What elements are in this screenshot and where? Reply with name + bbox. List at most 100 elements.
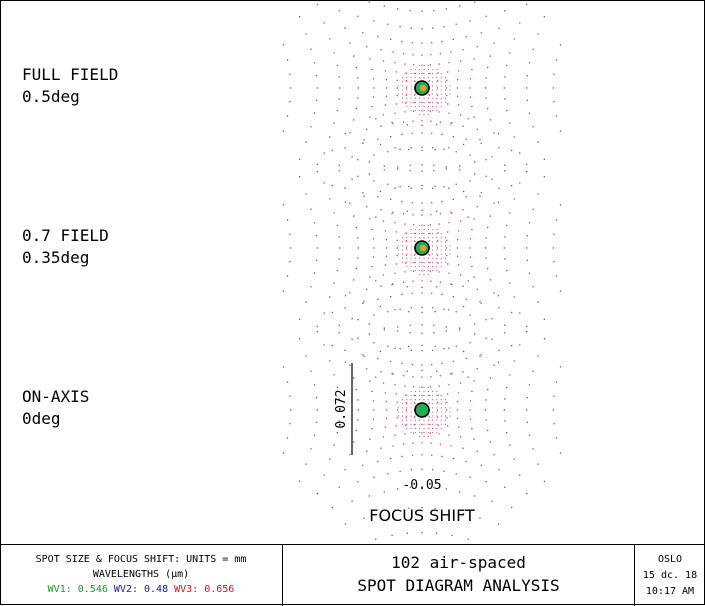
ray-dot bbox=[421, 214, 423, 216]
ray-dot bbox=[338, 170, 340, 172]
ray-dot bbox=[289, 423, 291, 425]
ray-dot bbox=[526, 259, 529, 261]
ray-dot bbox=[474, 1, 476, 3]
ray-dot bbox=[444, 419, 447, 421]
ray-dot bbox=[405, 240, 407, 242]
ray-dot bbox=[410, 187, 412, 189]
ray-dot bbox=[459, 382, 462, 384]
ray-dot bbox=[487, 107, 489, 110]
ray-dot bbox=[410, 419, 412, 421]
ray-dot bbox=[282, 204, 285, 206]
ray-dot bbox=[289, 101, 291, 103]
ray-dot bbox=[428, 402, 431, 404]
ray-dot bbox=[399, 186, 401, 188]
scale-bar-label: 0.072 bbox=[334, 389, 349, 428]
ray-dot bbox=[504, 420, 506, 422]
ray-dot bbox=[421, 531, 423, 534]
ray-dot bbox=[432, 407, 434, 409]
ray-dot bbox=[432, 253, 434, 255]
ray-dot bbox=[352, 55, 355, 57]
ray-dot bbox=[310, 448, 312, 450]
ray-dot bbox=[427, 81, 429, 83]
ray-dot bbox=[379, 190, 382, 193]
program-name: OSLO bbox=[657, 554, 683, 565]
ray-dot bbox=[555, 115, 558, 117]
ray-dot bbox=[408, 185, 410, 187]
ray-dot bbox=[373, 247, 375, 249]
ray-dot bbox=[401, 253, 404, 255]
ray-dot bbox=[525, 3, 528, 6]
ray-dot bbox=[431, 292, 433, 294]
ray-dot bbox=[286, 219, 289, 221]
ray-dot bbox=[408, 311, 410, 313]
ray-dot bbox=[440, 403, 442, 405]
ray-dot bbox=[401, 399, 404, 401]
ray-dot bbox=[410, 233, 412, 235]
ray-dot bbox=[440, 233, 442, 235]
ray-dot bbox=[437, 232, 439, 234]
ray-dot bbox=[434, 149, 436, 151]
ray-dot bbox=[310, 126, 312, 128]
ray-dot bbox=[394, 509, 396, 511]
ray-dot bbox=[474, 161, 476, 163]
ray-dot bbox=[430, 54, 432, 56]
ray-dot bbox=[480, 32, 482, 34]
ray-dot bbox=[489, 441, 492, 443]
field-angle: 0.5deg bbox=[22, 87, 80, 106]
ray-dot bbox=[440, 257, 442, 259]
ray-dot bbox=[469, 314, 471, 316]
ray-dot bbox=[394, 187, 396, 189]
ray-dot bbox=[511, 311, 513, 314]
ray-dot bbox=[414, 241, 416, 243]
ray-dot bbox=[366, 288, 368, 290]
ray-dot bbox=[455, 473, 457, 475]
ray-dot bbox=[357, 337, 359, 339]
ray-dot bbox=[423, 97, 425, 99]
ray-dot bbox=[504, 236, 506, 238]
ray-dot bbox=[406, 101, 408, 103]
ray-dot bbox=[397, 411, 399, 413]
field-name: 0.7 FIELD bbox=[22, 226, 109, 245]
ray-dot bbox=[377, 35, 379, 38]
ray-dot bbox=[432, 390, 434, 393]
ray-dot bbox=[421, 10, 423, 12]
ray-dot bbox=[423, 73, 425, 75]
ray-dot bbox=[352, 377, 355, 379]
ray-dot bbox=[430, 376, 432, 378]
ray-dot bbox=[552, 247, 554, 249]
ray-dot bbox=[394, 147, 396, 149]
ray-dot bbox=[410, 399, 412, 401]
ray-dot bbox=[396, 239, 398, 241]
ray-dot bbox=[459, 220, 462, 222]
ray-dot bbox=[462, 190, 465, 193]
ray-dot bbox=[431, 132, 433, 134]
ray-dot bbox=[519, 22, 521, 24]
ray-dot bbox=[382, 382, 385, 384]
ray-dot bbox=[449, 249, 451, 251]
ray-dot bbox=[363, 355, 365, 357]
ray-dot bbox=[316, 492, 319, 495]
ray-dot bbox=[385, 79, 388, 81]
ray-dot bbox=[387, 345, 389, 347]
ray-dot bbox=[373, 409, 375, 411]
ray-dot bbox=[410, 81, 412, 83]
ray-dot bbox=[509, 52, 511, 54]
ray-dot bbox=[414, 257, 416, 259]
ray-dot bbox=[290, 247, 292, 249]
ray-dot bbox=[504, 486, 506, 488]
ray-dot bbox=[375, 216, 377, 218]
ray-dot bbox=[369, 380, 371, 382]
ray-dot bbox=[450, 373, 452, 375]
ray-dot bbox=[434, 345, 436, 347]
ray-dot bbox=[421, 132, 423, 134]
ray-dot bbox=[402, 121, 405, 123]
ray-dot bbox=[421, 164, 423, 166]
ray-dot bbox=[404, 223, 406, 225]
ray-dot bbox=[427, 415, 429, 417]
ray-dot bbox=[439, 443, 442, 445]
ray-dot bbox=[419, 436, 421, 438]
ray-dot bbox=[357, 419, 359, 421]
ray-dot bbox=[456, 247, 458, 249]
ray-dot bbox=[401, 241, 404, 243]
ray-dot bbox=[469, 418, 472, 420]
